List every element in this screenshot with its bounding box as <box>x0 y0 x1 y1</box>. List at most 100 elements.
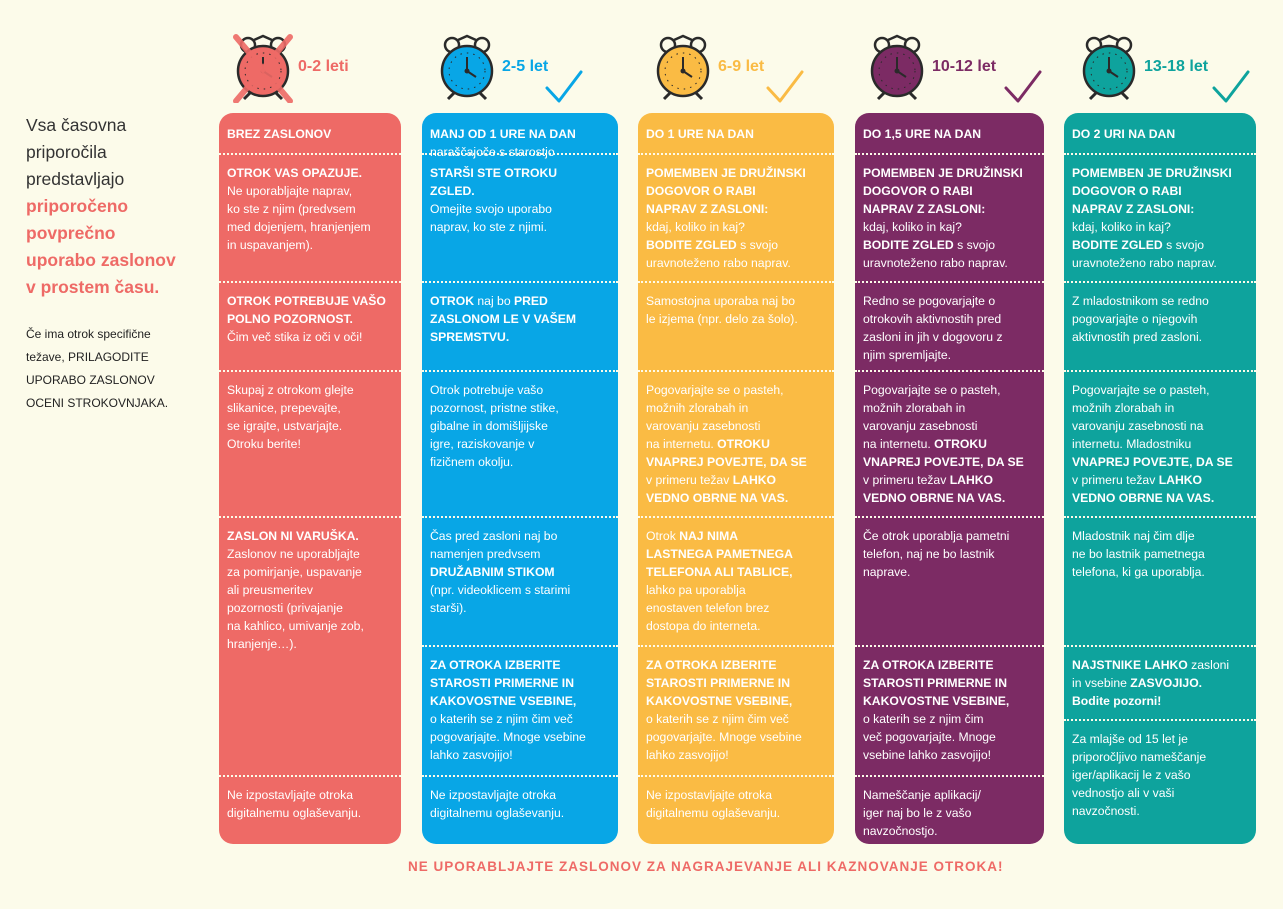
dotted-divider <box>422 645 618 647</box>
crossed-alarm-clock-icon <box>232 31 294 103</box>
cell-line: Mladostnik naj čim dlje <box>1072 529 1195 543</box>
recommendation-cell: OTROK VAS OPAZUJE. Ne uporabljajte naprav… <box>219 164 401 254</box>
recommendation-cell: POMEMBEN JE DRUŽINSKI DOGOVOR O RABI NAPRA… <box>638 164 834 272</box>
cell-line: o katerih se z njim čim več <box>646 712 789 726</box>
recommendation-cell: Z mladostnikom se redno pogovarjajte o nj… <box>1064 292 1256 346</box>
cell-line: STAROSTI PRIMERNE IN <box>863 676 1007 690</box>
cell-line: ZASLON NI VARUŠKA. <box>227 529 359 543</box>
cell-line: STARŠI STE OTROKU <box>430 166 558 180</box>
dotted-divider <box>422 281 618 283</box>
dotted-divider <box>219 516 401 518</box>
recommendation-cell: Nameščanje aplikacij/iger naj bo le z va… <box>855 786 1044 840</box>
age-header: 0-2 leti <box>232 30 349 104</box>
cell-line: DOGOVOR O RABI <box>646 184 756 198</box>
recommendation-cell: Pogovarjajte se o pasteh, možnih zlorabah… <box>855 381 1044 507</box>
cell-line: POMEMBEN JE DRUŽINSKI <box>646 166 806 180</box>
recommendation-cell: OTROK naj bo PRED ZASLONOM LE V VAŠEM SPRE… <box>422 292 618 346</box>
cell-line: MANJ OD 1 URE NA DAN <box>430 127 576 141</box>
cell-line: Nameščanje aplikacij/ <box>863 788 981 802</box>
cell-line: Ne izpostavljajte otroka <box>227 788 353 802</box>
cell-line: KAKOVOSTNE VSEBINE, <box>430 694 577 708</box>
time-limit-cell: DO 1 URE NA DAN <box>638 125 834 143</box>
cell-line: OTROK POTREBUJE VAŠO <box>227 294 386 308</box>
cell-line: KAKOVOSTNE VSEBINE, <box>646 694 793 708</box>
cell-line: njim spremljajte. <box>863 348 952 362</box>
recommendation-cell: Samostojna uporaba naj bo le izjema (npr.… <box>638 292 834 328</box>
recommendation-cell: Čas pred zasloni naj bo namenjen predvsem… <box>422 527 618 617</box>
cell-line: med dojenjem, hranjenjem <box>227 220 371 234</box>
cell-line: zasloni in jih v dogovoru z <box>863 330 1003 344</box>
cell-line: kdaj, koliko in kaj? <box>1072 220 1171 234</box>
cell-line: uravnoteženo rabo naprav. <box>1072 256 1217 270</box>
cell-line: več pogovarjajte. Mnoge <box>863 730 996 744</box>
recommendation-cell: Za mlajše od 15 let je priporočljivo name… <box>1064 730 1256 820</box>
cell-line: fizičnem okolju. <box>430 455 514 469</box>
cell-line: ZA OTROKA IZBERITE <box>646 658 777 672</box>
cell-line: za pomirjanje, uspavanje <box>227 565 362 579</box>
recommendation-cell: Pogovarjajte se o pasteh, možnih zlorabah… <box>1064 381 1256 507</box>
cell-line: Čim več stika iz oči v oči! <box>227 330 363 344</box>
time-limit-cell: DO 1,5 URE NA DAN <box>855 125 1044 143</box>
cell-line: navzočnostjo. <box>863 824 938 838</box>
cell-line: ko ste z njim (predvsem <box>227 202 356 216</box>
dotted-divider <box>422 370 618 372</box>
cell-line: dostopa do interneta. <box>646 619 761 633</box>
cell-line: POLNO POZORNOST. <box>227 312 353 326</box>
cell-line: POMEMBEN JE DRUŽINSKI <box>863 166 1023 180</box>
recommendation-cell: Ne izpostavljajte otroka digitalnemu ogla… <box>638 786 834 822</box>
cell-line: POMEMBEN JE DRUŽINSKI <box>1072 166 1232 180</box>
cell-line: OTROK naj bo PRED <box>430 294 548 308</box>
cell-line: NAPRAV Z ZASLONI: <box>1072 202 1195 216</box>
intro-line-emphasis: uporabo zaslonov <box>26 250 176 270</box>
cell-line: pogovarjajte o njegovih <box>1072 312 1198 326</box>
cell-line: Zaslonov ne uporabljajte <box>227 547 360 561</box>
cell-line: v primeru težav LAHKO <box>646 473 777 487</box>
cell-line: NAPRAV Z ZASLONI: <box>646 202 769 216</box>
cell-line: o katerih se z njim čim <box>863 712 984 726</box>
cell-line: igre, raziskovanje v <box>430 437 535 451</box>
checkmark-icon <box>1004 70 1042 104</box>
cell-line: pozornost, pristne stike, <box>430 401 559 415</box>
intro: Vsa časovna priporočila predstavljajo pr… <box>26 112 211 415</box>
cell-line: Pogovarjajte se o pasteh, <box>1072 383 1210 397</box>
dotted-divider <box>638 645 834 647</box>
cell-line: telefon, naj ne bo lastnik <box>863 547 995 561</box>
recommendation-cell: Skupaj z otrokom glejte slikanice, prepev… <box>219 381 401 453</box>
recommendation-cell: Ne izpostavljajte otroka digitalnemu ogla… <box>219 786 401 822</box>
cell-line: VNAPREJ POVEJTE, DA SE <box>1072 455 1233 469</box>
dotted-divider <box>638 775 834 777</box>
dotted-divider <box>219 370 401 372</box>
dotted-divider <box>422 153 618 155</box>
age-column: MANJ OD 1 URE NA DAN naraščajoče s staros… <box>422 113 618 844</box>
cell-line: vsebine lahko zasvojijo! <box>863 748 992 762</box>
alarm-clock-icon <box>436 31 498 103</box>
cell-line: o katerih se z njim čim več <box>430 712 573 726</box>
dotted-divider <box>1064 370 1256 372</box>
cell-line: digitalnemu oglaševanju. <box>646 806 781 820</box>
cell-line: Otrok potrebuje vašo <box>430 383 544 397</box>
time-limit-cell: BREZ ZASLONOV <box>219 125 401 143</box>
cell-line: digitalnemu oglaševanju. <box>227 806 362 820</box>
cell-line: Omejite svojo uporabo <box>430 202 552 216</box>
recommendation-cell: ZA OTROKA IZBERITE STAROSTI PRIMERNE IN KA… <box>855 656 1044 764</box>
age-column: BREZ ZASLONOV OTROK VAS OPAZUJE. Ne uporab… <box>219 113 401 844</box>
cell-line: ZGLED. <box>430 184 475 198</box>
cell-line: namenjen predvsem <box>430 547 541 561</box>
age-column: DO 1,5 URE NA DAN POMEMBEN JE DRUŽINSKI DO… <box>855 113 1044 844</box>
dotted-divider <box>1064 645 1256 647</box>
time-limit-cell: MANJ OD 1 URE NA DAN naraščajoče s staros… <box>422 125 618 161</box>
cell-line: v primeru težav LAHKO <box>1072 473 1203 487</box>
cell-line: internetu. Mladostniku <box>1072 437 1192 451</box>
cell-line: le izjema (npr. delo za šolo). <box>646 312 798 326</box>
cell-line: Ne izpostavljajte otroka <box>430 788 556 802</box>
recommendation-cell: Otrok potrebuje vašo pozornost, pristne s… <box>422 381 618 471</box>
cell-line: na kahlico, umivanje zob, <box>227 619 364 633</box>
dotted-divider <box>855 153 1044 155</box>
intro-line: priporočila <box>26 142 107 162</box>
cell-line: varovanju zasebnosti <box>863 419 978 433</box>
cell-line: slikanice, prepevajte, <box>227 401 341 415</box>
recommendation-cell: Ne izpostavljajte otroka digitalnemu ogla… <box>422 786 618 822</box>
recommendation-cell: Če otrok uporablja pametni telefon, naj n… <box>855 527 1044 581</box>
checkmark-icon <box>545 70 583 104</box>
cell-line: in uspavanjem). <box>227 238 314 252</box>
